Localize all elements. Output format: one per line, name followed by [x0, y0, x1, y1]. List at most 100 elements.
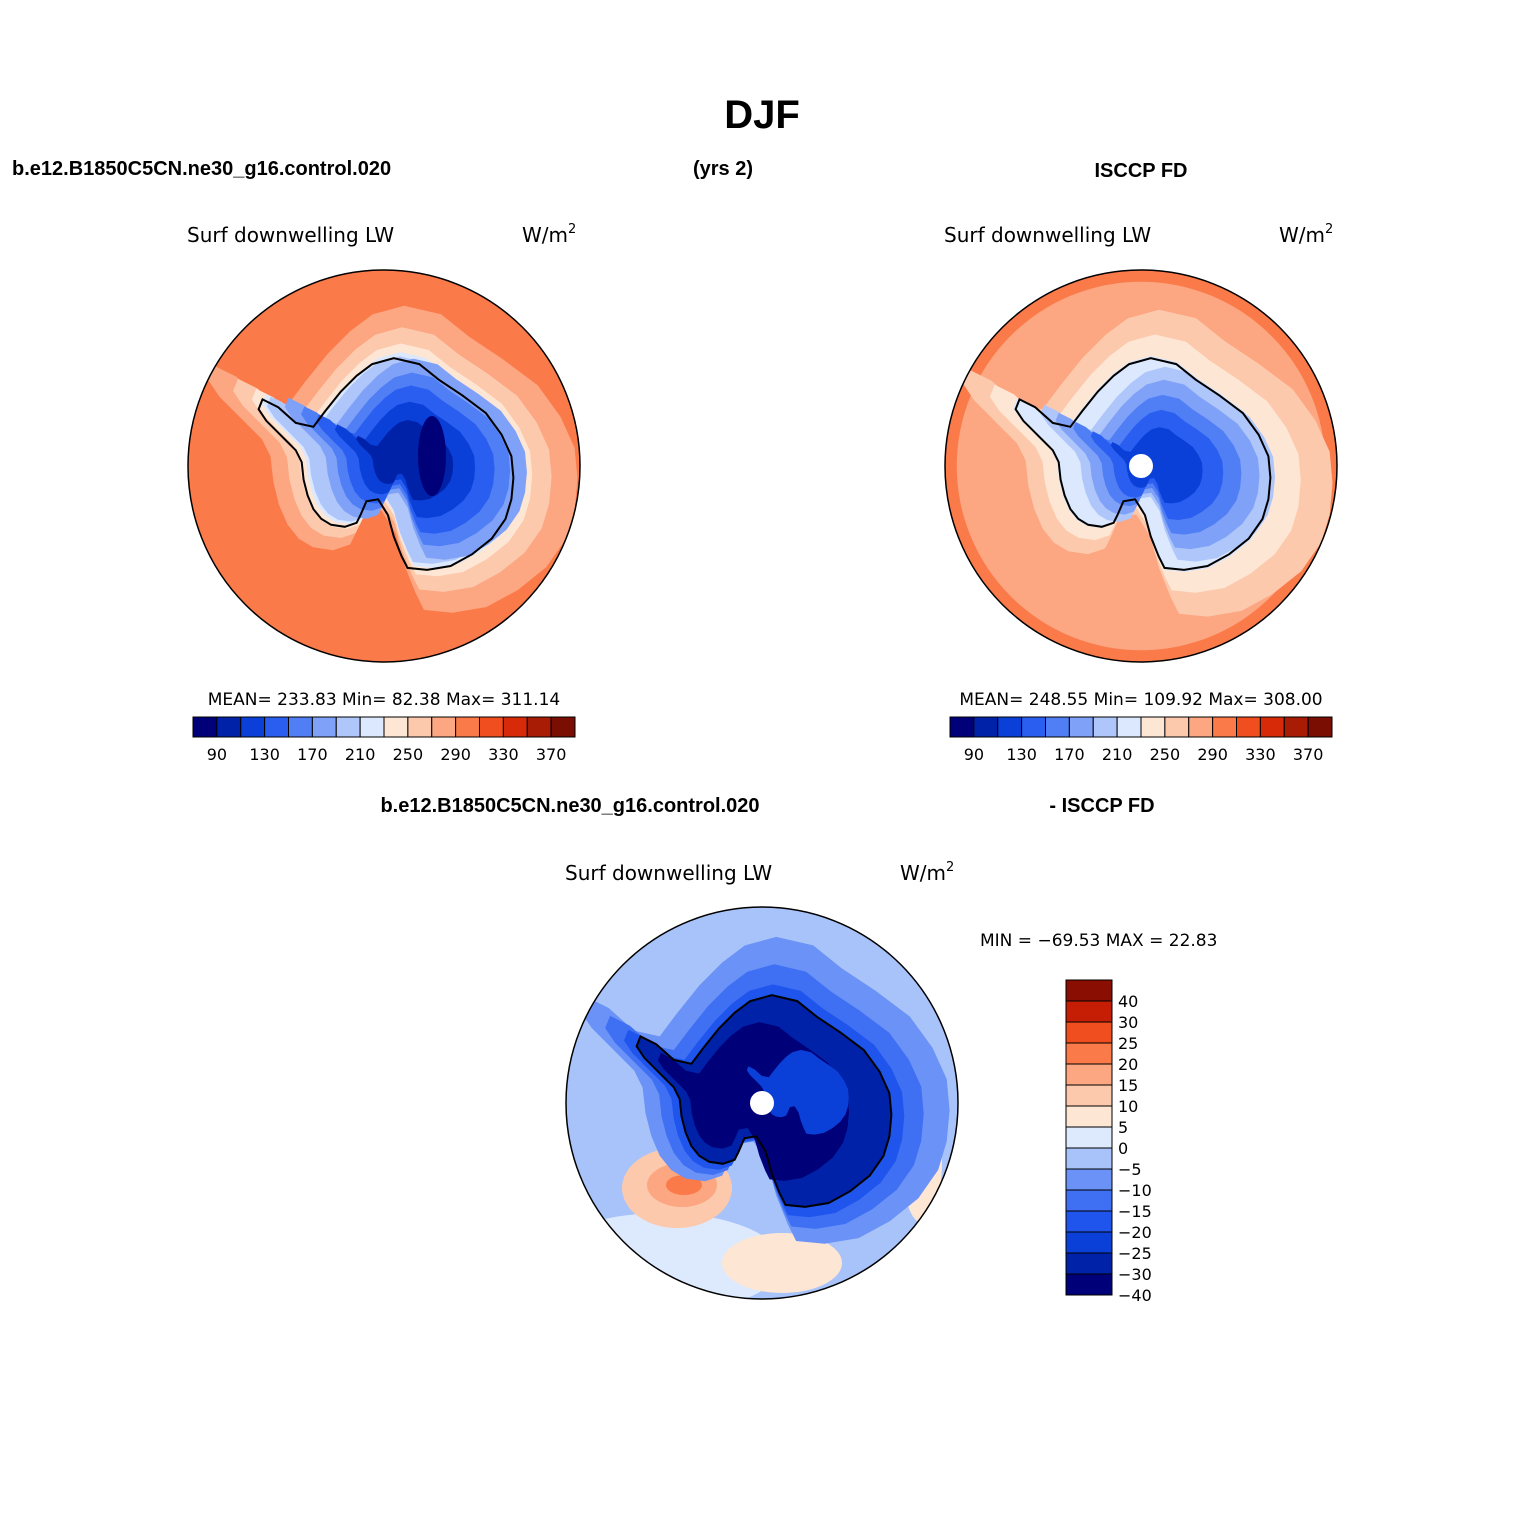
panel-model: Surf downwelling LW W/m2 MEAN= 233.83 Mi… [187, 222, 581, 764]
colorbar-swatch [997, 716, 1023, 738]
colorbar-tick-label: 25 [1118, 1034, 1138, 1053]
pole-missing-dot [750, 1091, 774, 1115]
antarctica-coastline [1014, 357, 1272, 571]
colorbar-swatch [1068, 716, 1094, 738]
colorbar-swatch [1259, 716, 1285, 738]
colorbar-swatch [1065, 1231, 1113, 1254]
colorbar-swatch [264, 716, 289, 738]
colorbar-tick-label: 210 [1102, 745, 1133, 764]
stats-text: MIN = −69.53 MAX = 22.83 [980, 931, 1217, 951]
field-title: Surf downwelling LW [565, 861, 772, 885]
colorbar-swatch [383, 716, 409, 738]
colorbar-swatch [335, 716, 361, 738]
colorbar-swatch [1065, 1105, 1113, 1128]
colorbar-tick-label: 210 [345, 745, 376, 764]
colorbar-tick-label: −15 [1118, 1202, 1152, 1221]
colorbar: 90 130 170 210 250 290 330 370 [192, 716, 576, 764]
colorbar-swatch [1045, 716, 1070, 738]
minimum-core [418, 416, 446, 496]
contour-band [722, 1233, 842, 1293]
contour-band [746, 1049, 849, 1135]
colorbar-tick-label: 290 [1197, 745, 1228, 764]
colorbar-swatch [216, 716, 242, 738]
diff-case-label-left: b.e12.B1850C5CN.ne30_g16.control.020 [380, 795, 759, 817]
colorbar-swatch [1021, 716, 1046, 738]
colorbar-swatch [1283, 716, 1309, 738]
diff-case-label-right: - ISCCP FD [1049, 795, 1154, 817]
colorbar-tick-label: 130 [1006, 745, 1037, 764]
case-label-right: ISCCP FD [1095, 160, 1188, 182]
colorbar-swatch [1092, 716, 1118, 738]
colorbar-swatch [240, 716, 266, 738]
colorbar-swatch [1065, 1147, 1113, 1170]
units-label: W/m2 [1279, 222, 1333, 247]
stats-text: MEAN= 233.83 Min= 82.38 Max= 311.14 [208, 690, 560, 710]
pole-missing-dot [1129, 454, 1153, 478]
colorbar-tick-label: 30 [1118, 1013, 1138, 1032]
colorbar-swatch [1236, 716, 1261, 738]
colorbar-swatch [1307, 716, 1333, 738]
colorbar-tick-label: 370 [1293, 745, 1324, 764]
contour-band [1110, 427, 1203, 504]
colorbar-tick-label: 330 [1245, 745, 1276, 764]
colorbar-swatch [1116, 716, 1142, 738]
colorbar-tick-label: 250 [1150, 745, 1181, 764]
colorbar-swatch [1212, 716, 1237, 738]
colorbar-tick-label: 10 [1118, 1097, 1138, 1116]
case-label-left: b.e12.B1850C5CN.ne30_g16.control.020 [12, 158, 391, 180]
colorbar-swatch [1065, 979, 1113, 1002]
panel-difference: Surf downwelling LW W/m2 MIN = −69.53 MA… [565, 860, 1217, 1305]
figure-title: DJF [724, 93, 800, 137]
colorbar-tick-label: −10 [1118, 1181, 1152, 1200]
colorbar-tick-label: −20 [1118, 1223, 1152, 1242]
colorbar-tick-label: −40 [1118, 1286, 1152, 1305]
colorbar: 90 130 170 210 250 290 330 370 [949, 716, 1333, 764]
units-label: W/m2 [900, 860, 954, 885]
colorbar-tick-label: 90 [964, 745, 984, 764]
colorbar-tick-label: 40 [1118, 992, 1138, 1011]
colorbar-swatch [1065, 1000, 1113, 1023]
polar-map [566, 907, 958, 1299]
colorbar-tick-label: 0 [1118, 1139, 1128, 1158]
colorbar-swatch [1065, 1273, 1113, 1296]
colorbar-tick-label: 290 [440, 745, 471, 764]
colorbar-swatch [288, 716, 313, 738]
map-border [187, 269, 581, 663]
colorbar-swatch [1188, 716, 1214, 738]
stats-text: MEAN= 248.55 Min= 109.92 Max= 308.00 [959, 690, 1322, 710]
antarctica-coastline [635, 994, 893, 1208]
colorbar-swatch [949, 716, 975, 738]
colorbar-tick-label: −5 [1118, 1160, 1142, 1179]
colorbar-swatch [359, 716, 385, 738]
colorbar-swatch [502, 716, 528, 738]
colorbar-tick-label: 90 [207, 745, 227, 764]
colorbar-tick-label: 370 [536, 745, 567, 764]
colorbar-swatch [311, 716, 337, 738]
antarctica-coastline [257, 357, 515, 571]
colorbar-swatch [479, 716, 504, 738]
colorbar-swatch [1065, 1021, 1113, 1044]
colorbar-tick-label: −30 [1118, 1265, 1152, 1284]
colorbar-swatch [550, 716, 576, 738]
colorbar-tick-label: 170 [1054, 745, 1085, 764]
field-title: Surf downwelling LW [187, 223, 394, 247]
field-title: Surf downwelling LW [944, 223, 1151, 247]
colorbar-tick-label: 330 [488, 745, 519, 764]
colorbar-tick-label: 20 [1118, 1055, 1138, 1074]
years-label: (yrs 2) [693, 158, 753, 180]
colorbar-tick-label: 15 [1118, 1076, 1138, 1095]
colorbar-swatch [1164, 716, 1190, 738]
colorbar-swatch [1065, 1189, 1113, 1212]
colorbar-tick-label: 130 [249, 745, 280, 764]
warm-maximum [666, 1175, 702, 1195]
colorbar-swatch [192, 716, 218, 738]
colorbar-swatch [1140, 716, 1166, 738]
colorbar-tick-label: 5 [1118, 1118, 1128, 1137]
colorbar-swatch [1065, 1063, 1113, 1086]
colorbar-swatch [431, 716, 457, 738]
colorbar-swatch [407, 716, 433, 738]
colorbar-swatch [1065, 1042, 1113, 1065]
panel-obs: Surf downwelling LW W/m2 MEAN= 248.55 Mi… [944, 222, 1338, 764]
colorbar-swatch [526, 716, 552, 738]
